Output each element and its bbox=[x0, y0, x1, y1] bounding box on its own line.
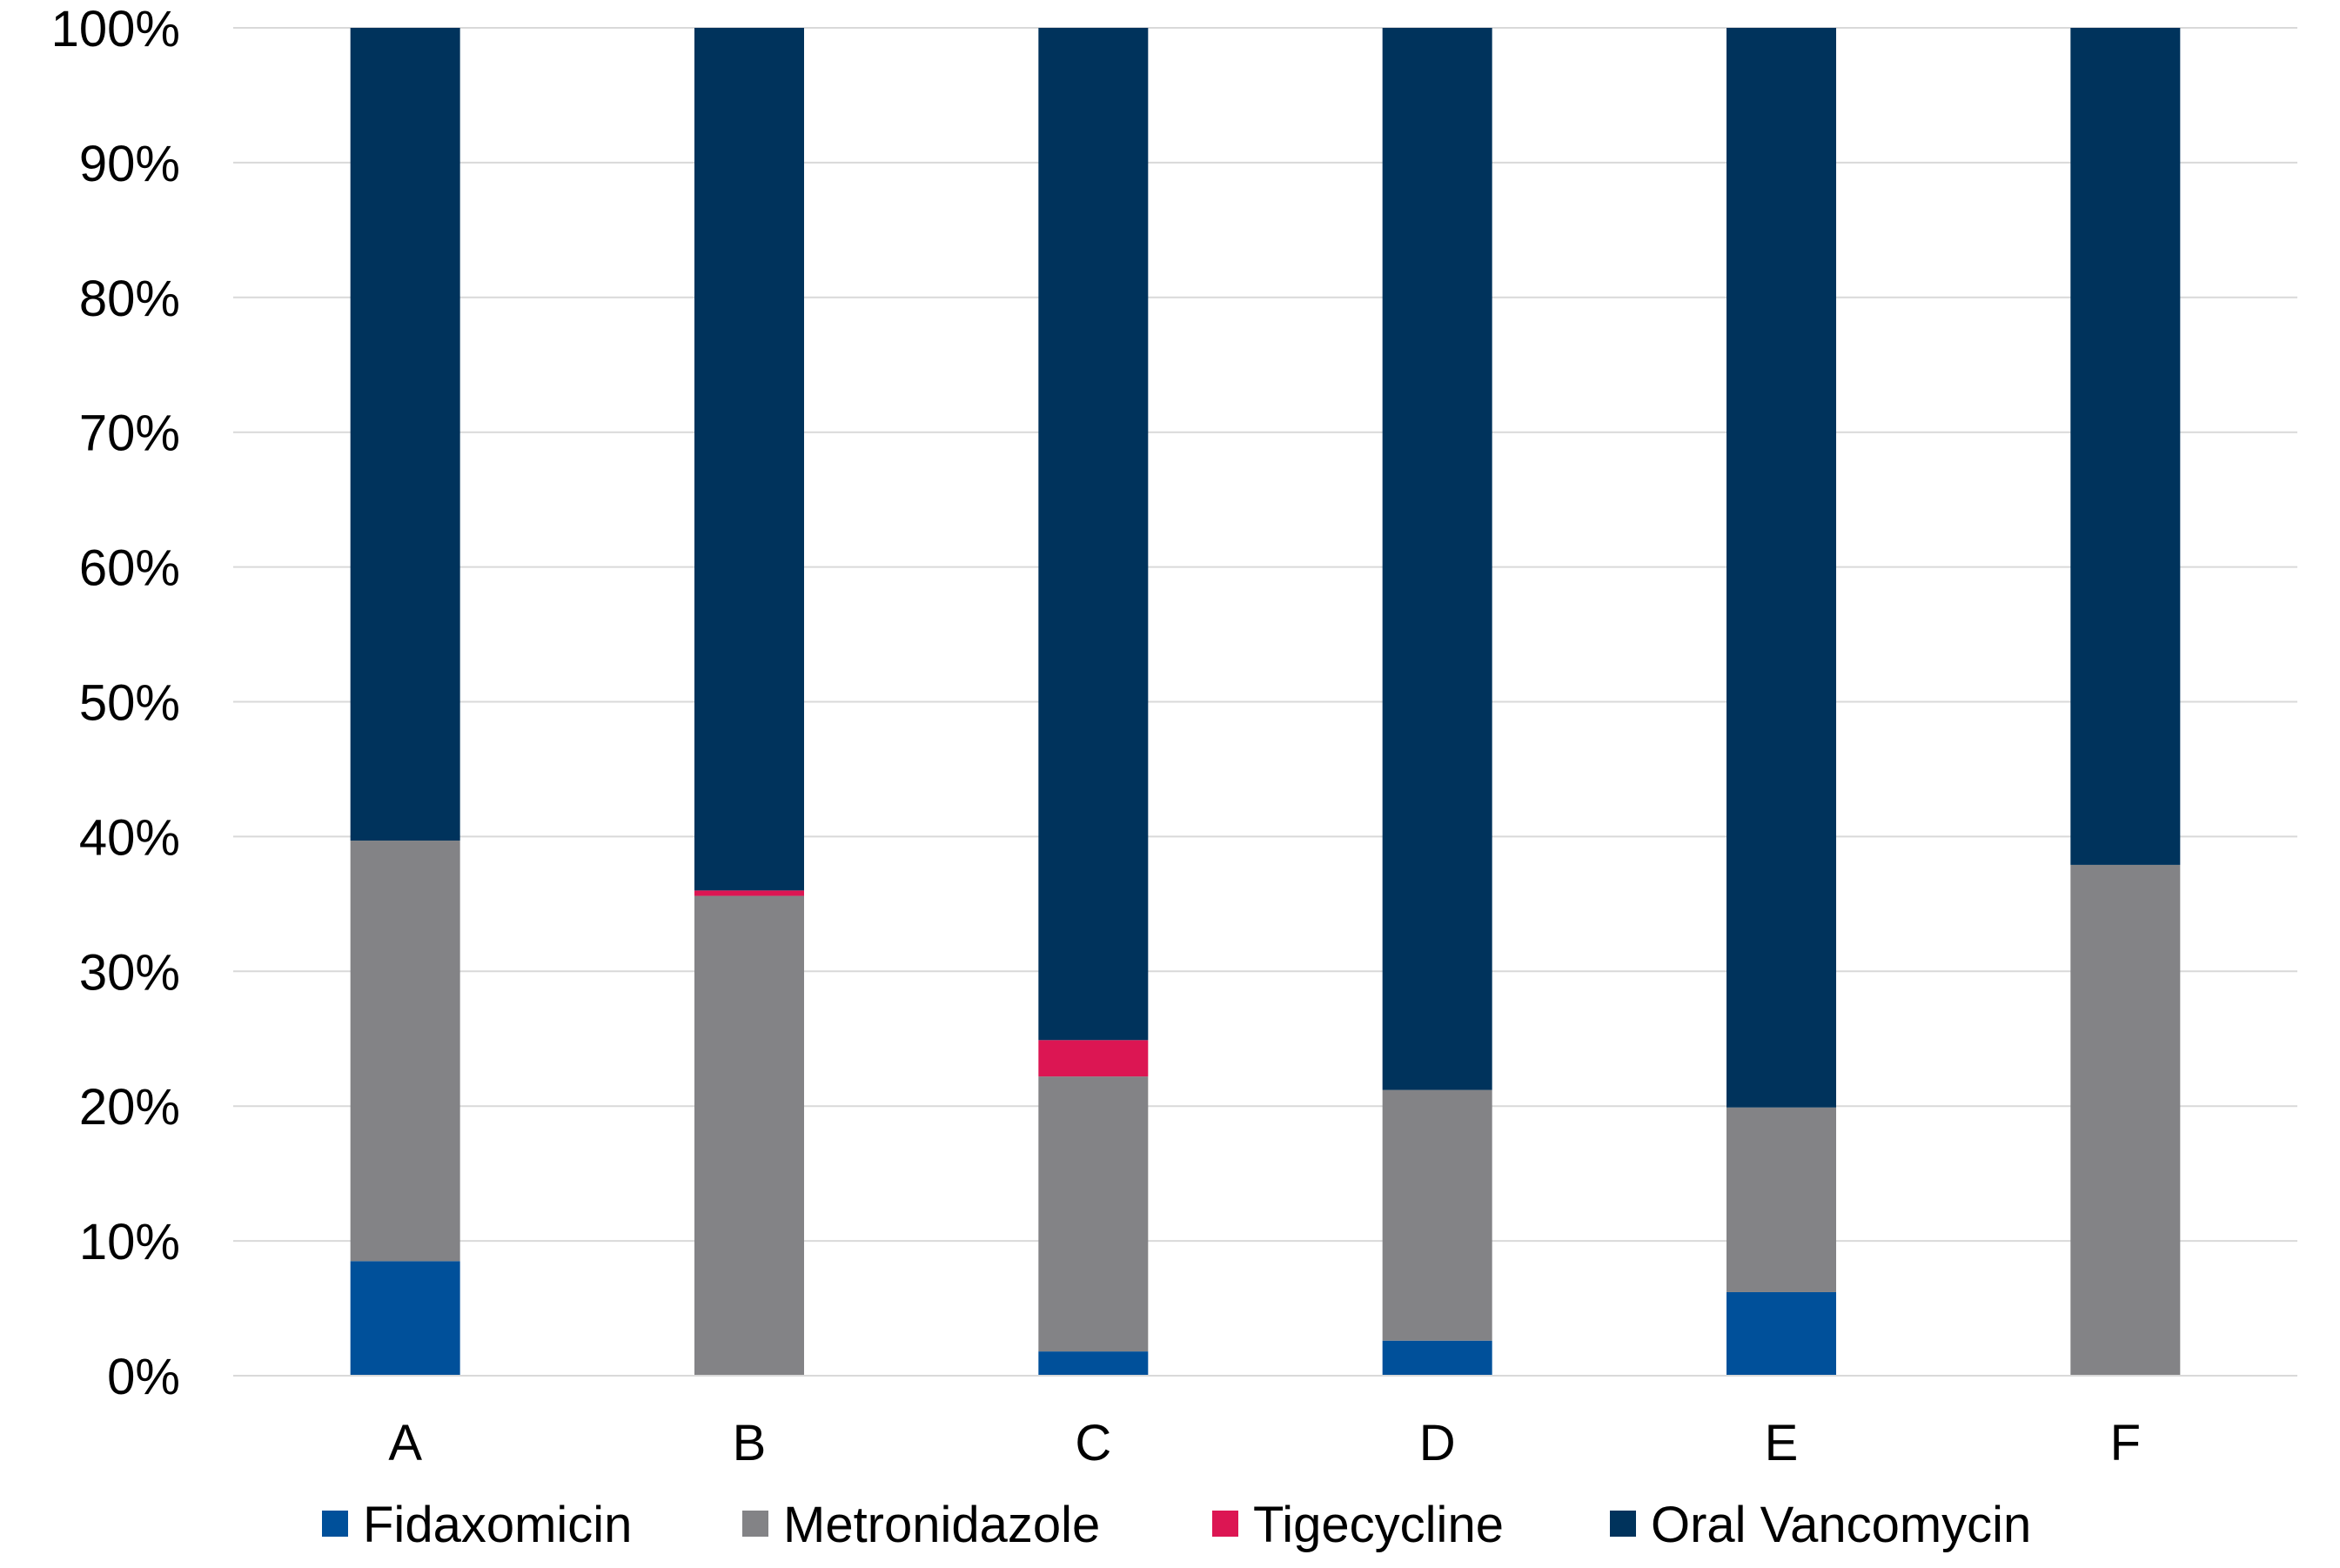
bar-segment-fidaxomicin bbox=[1382, 1340, 1492, 1376]
legend-swatch bbox=[322, 1511, 348, 1537]
y-tick-label: 80% bbox=[79, 271, 180, 327]
bar-segment-oral-vancomycin bbox=[1727, 28, 1836, 1108]
bar-segment-oral-vancomycin bbox=[1382, 28, 1492, 1090]
bar-segment-metronidazole bbox=[694, 895, 804, 1376]
x-tick-label: E bbox=[1765, 1415, 1799, 1471]
y-tick-label: 40% bbox=[79, 809, 180, 866]
bar-segment-fidaxomicin bbox=[1038, 1351, 1149, 1376]
y-tick-label: 100% bbox=[51, 1, 180, 57]
bar-segment-oral-vancomycin bbox=[350, 28, 460, 841]
legend-swatch bbox=[1212, 1511, 1238, 1537]
bar-segment-oral-vancomycin bbox=[2070, 28, 2181, 865]
y-tick-label: 70% bbox=[79, 405, 180, 462]
legend-item-tigecycline: Tigecycline bbox=[1212, 1497, 1504, 1553]
x-tick-label: D bbox=[1419, 1415, 1456, 1471]
x-axis-ticks: A B C D E F bbox=[388, 1415, 2141, 1471]
bar-segment-metronidazole bbox=[1382, 1089, 1492, 1341]
x-tick-label: C bbox=[1075, 1415, 1111, 1471]
legend-label: Fidaxomicin bbox=[363, 1497, 632, 1553]
y-tick-label: 90% bbox=[79, 136, 180, 192]
legend-swatch bbox=[1610, 1511, 1636, 1537]
y-tick-label: 20% bbox=[79, 1079, 180, 1136]
x-tick-label: F bbox=[2110, 1415, 2141, 1471]
legend-item-oral-vancomycin: Oral Vancomycin bbox=[1610, 1497, 2031, 1553]
bars bbox=[350, 28, 2181, 1376]
bar-segment-tigecycline bbox=[694, 890, 804, 896]
legend-item-metronidazole: Metronidazole bbox=[742, 1497, 1100, 1553]
y-tick-label: 30% bbox=[79, 944, 180, 1001]
bar-segment-oral-vancomycin bbox=[694, 28, 804, 891]
legend-label: Oral Vancomycin bbox=[1651, 1497, 2031, 1553]
bar-segment-oral-vancomycin bbox=[1038, 28, 1149, 1041]
x-tick-label: A bbox=[388, 1415, 422, 1471]
legend-swatch bbox=[742, 1511, 768, 1537]
x-tick-label: B bbox=[733, 1415, 767, 1471]
bar-segment-fidaxomicin bbox=[350, 1261, 460, 1376]
legend-item-fidaxomicin: Fidaxomicin bbox=[322, 1497, 632, 1553]
legend-label: Tigecycline bbox=[1253, 1497, 1504, 1553]
y-tick-label: 10% bbox=[79, 1214, 180, 1270]
y-tick-label: 50% bbox=[79, 675, 180, 732]
y-axis-ticks: 0% 10% 20% 30% 40% 50% 60% 70% 80% 90% 100% bbox=[51, 1, 180, 1405]
bar-segment-metronidazole bbox=[350, 841, 460, 1262]
bar-segment-metronidazole bbox=[1727, 1107, 1836, 1292]
bar-segment-fidaxomicin bbox=[1727, 1291, 1836, 1376]
legend: Fidaxomicin Metronidazole Tigecycline Oral … bbox=[322, 1497, 2031, 1553]
y-tick-label: 60% bbox=[79, 540, 180, 597]
bar-segment-metronidazole bbox=[2070, 864, 2181, 1376]
y-tick-label: 0% bbox=[107, 1349, 180, 1405]
bar-segment-metronidazole bbox=[1038, 1076, 1149, 1352]
gridlines bbox=[233, 27, 2297, 1243]
bar-segment-tigecycline bbox=[1038, 1040, 1149, 1077]
legend-label: Metronidazole bbox=[783, 1497, 1100, 1553]
